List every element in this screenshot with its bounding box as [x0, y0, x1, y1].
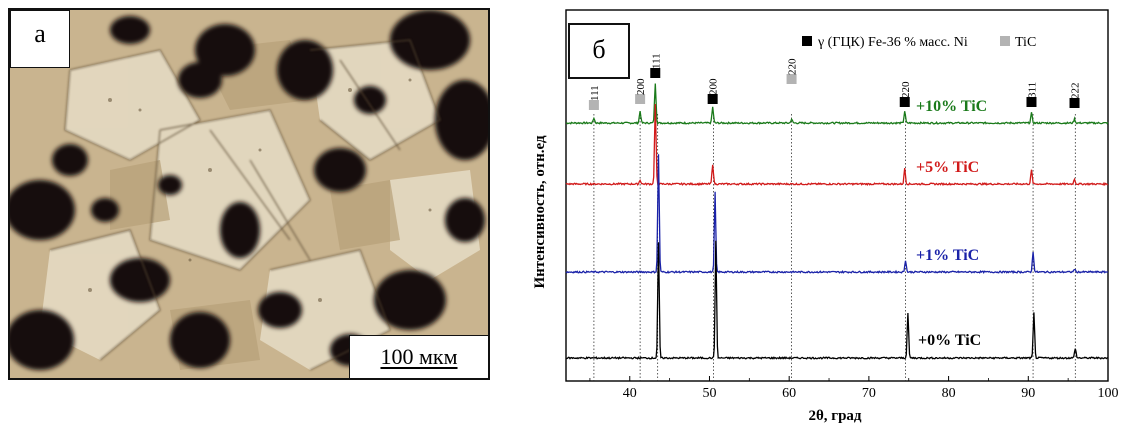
peak-hkl-label: 222	[1070, 83, 1082, 100]
xrd-chart: +10% TiC+5% TiC+1% TiC+0% TiC 111 2001112…	[532, 9, 1119, 423]
peak-marker	[786, 74, 797, 84]
series-label: +10% TiC	[916, 98, 987, 115]
peak-marker	[707, 94, 718, 104]
legend-label-gamma: γ (ГЦК) Fe-36 % масс. Ni	[817, 35, 968, 50]
y-axis-title: Интенсивность, отн.ед	[532, 135, 548, 289]
series-label: +0% TiC	[918, 332, 981, 349]
peak-hkl-label: 200	[635, 78, 647, 95]
x-tick-label: 70	[862, 386, 876, 401]
series-line	[565, 83, 1109, 126]
peak-hkl-label: 220	[787, 58, 799, 75]
series-line	[565, 103, 1109, 187]
peak-hkl-label: 111	[650, 53, 662, 69]
peak-marker	[1026, 97, 1037, 107]
peak-marker	[635, 94, 646, 104]
legend-marker-gamma	[802, 36, 812, 46]
peak-hkl-label: 311	[1026, 82, 1038, 98]
panel-a-label: а	[10, 10, 70, 68]
x-tick-label: 90	[1021, 386, 1035, 401]
peak-hkl-label: 111	[589, 85, 601, 101]
peak-marker	[899, 97, 910, 107]
x-tick-label: 40	[623, 386, 637, 401]
series-label: +5% TiC	[916, 159, 979, 176]
peak-marker	[650, 68, 661, 78]
x-tick-label: 100	[1098, 386, 1119, 401]
xrd-chart-panel: +10% TiC +5% TiC +1% TiC +0% TiC 111 200 111 2…	[530, 6, 1129, 423]
scale-bar-label: 100 мкм	[380, 344, 458, 369]
peak-marker	[1069, 98, 1080, 108]
plot-frame	[565, 9, 1109, 382]
micrograph-panel: а 100 мкм	[8, 8, 490, 380]
series-line	[565, 240, 1109, 360]
series-label: +1% TiC	[916, 247, 979, 264]
peak-hkl-label: 220	[900, 81, 912, 98]
legend-marker-tic	[1000, 36, 1010, 46]
legend-label-tic: TiC	[1015, 35, 1036, 50]
peak-marker	[588, 100, 599, 110]
peak-hkl-label: 200	[708, 78, 720, 95]
scale-bar: 100 мкм	[349, 335, 488, 378]
micrograph-image	[10, 10, 488, 378]
x-tick-label: 50	[702, 386, 716, 401]
x-axis-title: 2θ, град	[808, 408, 861, 423]
series-line	[565, 154, 1109, 275]
x-tick-label: 80	[942, 386, 956, 401]
x-tick-label: 60	[782, 386, 796, 401]
panel-b-label: б	[568, 23, 630, 79]
